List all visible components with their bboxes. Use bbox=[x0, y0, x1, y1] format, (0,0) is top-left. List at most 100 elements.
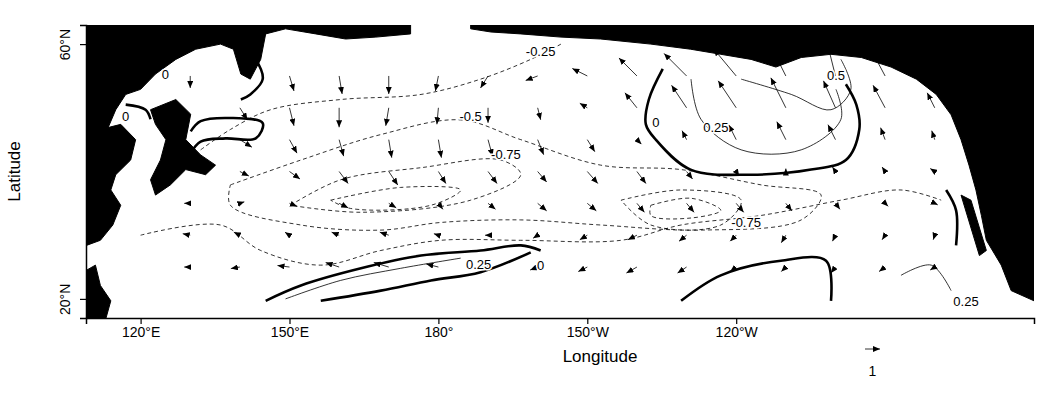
vector bbox=[587, 140, 595, 152]
vector bbox=[831, 267, 836, 273]
vector bbox=[339, 140, 344, 157]
vector bbox=[389, 203, 397, 208]
vector bbox=[389, 140, 392, 158]
zero-contour bbox=[170, 39, 185, 56]
contour-label: -0.25 bbox=[526, 44, 556, 59]
vector bbox=[435, 76, 438, 91]
positive-contour bbox=[691, 79, 842, 154]
land bbox=[151, 100, 216, 196]
vector bbox=[438, 172, 446, 184]
zero-contour bbox=[321, 252, 531, 300]
vector bbox=[930, 267, 935, 270]
x-axis: 120°E 150°E 180° 150°W 120°W bbox=[87, 318, 1035, 340]
vector bbox=[488, 203, 496, 209]
land bbox=[86, 124, 135, 245]
negative-contour bbox=[650, 198, 721, 219]
tick-mark bbox=[80, 44, 86, 45]
vector bbox=[626, 267, 637, 273]
vector bbox=[927, 93, 935, 108]
vector bbox=[538, 140, 544, 155]
vector bbox=[289, 203, 297, 206]
vector bbox=[438, 140, 441, 158]
vector bbox=[587, 203, 596, 211]
vector bbox=[184, 203, 190, 204]
vector bbox=[832, 235, 835, 241]
map: -0.25-0.5-0.75-0.750000.250.50.2500.2512… bbox=[0, 0, 1041, 396]
zero-contour bbox=[645, 69, 859, 175]
vector bbox=[339, 108, 340, 128]
y-axis: 20°N 60°N bbox=[57, 26, 87, 319]
vector bbox=[771, 46, 786, 76]
tick-label: 20°N bbox=[57, 284, 73, 315]
tick: 20°N bbox=[57, 284, 86, 315]
tick-label: 180° bbox=[424, 324, 453, 340]
tick-label: 120°W bbox=[716, 324, 759, 340]
contour-label: 0 bbox=[162, 67, 169, 82]
vector bbox=[619, 58, 637, 76]
vector bbox=[374, 263, 389, 268]
vector bbox=[882, 235, 885, 240]
vector bbox=[481, 76, 489, 88]
zero-contour bbox=[191, 118, 263, 153]
contour-label: -0.75 bbox=[491, 147, 521, 162]
vector bbox=[736, 172, 739, 177]
positive-contour bbox=[286, 258, 461, 299]
vector bbox=[231, 267, 240, 269]
vector bbox=[881, 128, 886, 140]
vector bbox=[777, 122, 786, 140]
vector bbox=[572, 68, 587, 76]
vector bbox=[339, 203, 348, 208]
vector bbox=[488, 108, 489, 123]
contour-label: -0.5 bbox=[459, 109, 481, 124]
vector bbox=[730, 267, 736, 272]
tick-label: 150°W bbox=[567, 324, 610, 340]
land bbox=[86, 265, 110, 318]
vector bbox=[679, 235, 687, 241]
vector bbox=[587, 172, 598, 184]
vector bbox=[682, 131, 687, 140]
contour-labels: -0.25-0.5-0.75-0.750000.250.50.2500.25 bbox=[122, 44, 979, 309]
vector bbox=[533, 235, 538, 238]
vector bbox=[736, 203, 744, 212]
tick: 150°E bbox=[271, 318, 309, 340]
vector bbox=[935, 203, 938, 205]
vector bbox=[485, 235, 488, 236]
vector bbox=[538, 203, 547, 211]
vector bbox=[388, 76, 389, 94]
vector bbox=[190, 76, 191, 88]
vector bbox=[277, 266, 289, 268]
tick-mark bbox=[80, 299, 86, 300]
vector bbox=[426, 264, 438, 267]
zero-contour bbox=[266, 245, 541, 300]
zero-contour bbox=[241, 44, 263, 99]
y-axis-title: Latitude bbox=[5, 141, 24, 202]
vector bbox=[580, 235, 588, 240]
x-axis-title: Longitude bbox=[563, 347, 638, 366]
vector bbox=[380, 232, 389, 235]
vector bbox=[625, 93, 637, 108]
vector bbox=[823, 81, 835, 108]
vector bbox=[339, 76, 342, 94]
vector bbox=[781, 235, 786, 243]
vector bbox=[240, 140, 252, 148]
vector bbox=[332, 232, 340, 235]
negative-contour bbox=[141, 190, 942, 265]
vector bbox=[687, 172, 693, 180]
vector bbox=[873, 85, 885, 108]
zero-contour bbox=[946, 190, 957, 245]
vector bbox=[240, 202, 245, 204]
reference-vector-label: 1 bbox=[869, 363, 877, 379]
vector bbox=[240, 172, 249, 177]
contour-label: 0.25 bbox=[953, 294, 978, 309]
contour-label: 0.25 bbox=[703, 120, 728, 135]
tick: 60°N bbox=[57, 29, 86, 60]
vector bbox=[786, 203, 792, 211]
vector bbox=[885, 203, 888, 206]
vector bbox=[628, 235, 637, 240]
vector bbox=[882, 167, 885, 172]
vector bbox=[285, 232, 290, 235]
positive-contour bbox=[741, 59, 851, 110]
vector bbox=[438, 203, 443, 209]
vector bbox=[526, 76, 538, 81]
tick-label: 120°E bbox=[122, 324, 160, 340]
